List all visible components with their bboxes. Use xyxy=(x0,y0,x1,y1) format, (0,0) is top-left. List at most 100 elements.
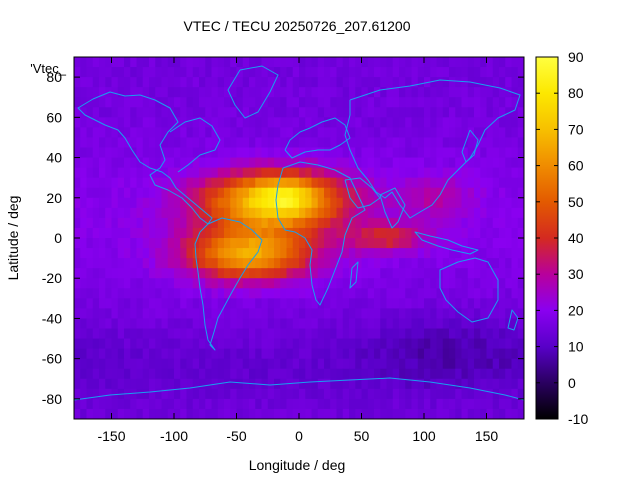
heatmap-cell xyxy=(211,268,219,279)
heatmap-cell xyxy=(461,57,469,68)
heatmap-cell xyxy=(417,157,425,169)
heatmap-cell xyxy=(186,388,194,400)
heatmap-cell xyxy=(124,378,131,390)
heatmap-cell xyxy=(280,318,288,330)
heatmap-cell xyxy=(217,398,225,410)
heatmap-cell xyxy=(467,378,475,390)
heatmap-cell xyxy=(361,298,369,309)
heatmap-cell xyxy=(392,137,400,149)
heatmap-cell xyxy=(167,328,175,340)
heatmap-cell xyxy=(474,238,481,249)
heatmap-cell xyxy=(417,197,425,209)
heatmap-cell xyxy=(230,378,238,390)
heatmap-cell xyxy=(442,348,450,360)
heatmap-cell xyxy=(511,197,519,209)
heatmap-cell xyxy=(249,398,256,410)
heatmap-cell xyxy=(117,398,125,410)
heatmap-cell xyxy=(255,318,263,330)
heatmap-cell xyxy=(342,57,350,68)
heatmap-cell xyxy=(180,368,188,380)
heatmap-cell xyxy=(292,97,300,108)
heatmap-cell xyxy=(92,147,100,159)
heatmap-cell xyxy=(392,298,400,309)
heatmap-cell xyxy=(174,278,181,289)
heatmap-cell xyxy=(436,137,444,149)
heatmap-cell xyxy=(455,288,463,299)
heatmap-cell xyxy=(236,157,244,169)
heatmap-cell xyxy=(349,338,356,350)
heatmap-cell xyxy=(136,87,144,98)
heatmap-cell xyxy=(255,268,263,279)
heatmap-cell xyxy=(105,248,113,259)
heatmap-cell xyxy=(142,318,150,330)
heatmap-cell xyxy=(136,157,144,169)
heatmap-cell xyxy=(486,187,494,199)
heatmap-cell xyxy=(430,97,438,108)
heatmap-cell xyxy=(336,157,344,169)
heatmap-cell xyxy=(124,278,131,289)
heatmap-cell xyxy=(299,358,306,370)
heatmap-cell xyxy=(255,288,263,299)
heatmap-cell xyxy=(286,408,294,419)
heatmap-cell xyxy=(511,207,519,219)
heatmap-cell xyxy=(455,328,463,340)
heatmap-cell xyxy=(324,278,331,289)
heatmap-cell xyxy=(280,308,288,320)
heatmap-cell xyxy=(117,87,125,98)
heatmap-cell xyxy=(330,97,338,108)
heatmap-cell xyxy=(92,238,100,249)
heatmap-cell xyxy=(405,348,413,360)
heatmap-cell xyxy=(311,278,319,289)
heatmap-cell xyxy=(80,238,88,249)
heatmap-cell xyxy=(405,187,413,199)
heatmap-cell xyxy=(330,328,338,340)
heatmap-cell xyxy=(292,308,300,320)
heatmap-cell xyxy=(217,217,225,229)
heatmap-cell xyxy=(80,308,88,320)
heatmap-cell xyxy=(230,137,238,149)
heatmap-cell xyxy=(486,298,494,309)
heatmap-cell xyxy=(180,408,188,419)
heatmap-cell xyxy=(249,358,256,370)
heatmap-cell xyxy=(461,147,469,159)
heatmap-cell xyxy=(480,217,488,229)
colorbar-tick-label: 30 xyxy=(568,266,584,282)
heatmap-cell xyxy=(505,298,513,309)
heatmap-cell xyxy=(149,157,156,169)
heatmap-cell xyxy=(317,197,325,209)
heatmap-cell xyxy=(442,298,450,309)
heatmap-cell xyxy=(505,238,513,249)
heatmap-cell xyxy=(255,227,263,239)
heatmap-cell xyxy=(280,167,288,179)
heatmap-cell xyxy=(430,147,438,159)
heatmap-cell xyxy=(517,137,524,149)
heatmap-cell xyxy=(124,268,131,279)
heatmap-cell xyxy=(74,107,81,118)
heatmap-cell xyxy=(142,298,150,309)
heatmap-cell xyxy=(224,338,231,350)
heatmap-cell xyxy=(392,338,400,350)
heatmap-cell xyxy=(505,57,513,68)
heatmap-cell xyxy=(224,388,231,400)
heatmap-cell xyxy=(199,207,206,219)
heatmap-cell xyxy=(86,217,94,229)
heatmap-cell xyxy=(461,388,469,400)
heatmap-cell xyxy=(380,388,388,400)
heatmap-cell xyxy=(355,67,363,78)
heatmap-cell xyxy=(499,57,506,68)
heatmap-cell xyxy=(367,167,375,179)
heatmap-cell xyxy=(517,388,524,400)
heatmap-cell xyxy=(299,107,306,118)
heatmap-cell xyxy=(374,238,381,249)
heatmap-cell xyxy=(192,258,200,269)
heatmap-cell xyxy=(242,388,250,400)
heatmap-cell xyxy=(349,368,356,380)
heatmap-cell xyxy=(161,288,169,299)
heatmap-cell xyxy=(192,97,200,108)
heatmap-cell xyxy=(305,278,313,289)
heatmap-cell xyxy=(361,288,369,299)
heatmap-cell xyxy=(117,358,125,370)
heatmap-cell xyxy=(511,127,519,139)
heatmap-cell xyxy=(311,97,319,108)
heatmap-cell xyxy=(249,298,256,309)
